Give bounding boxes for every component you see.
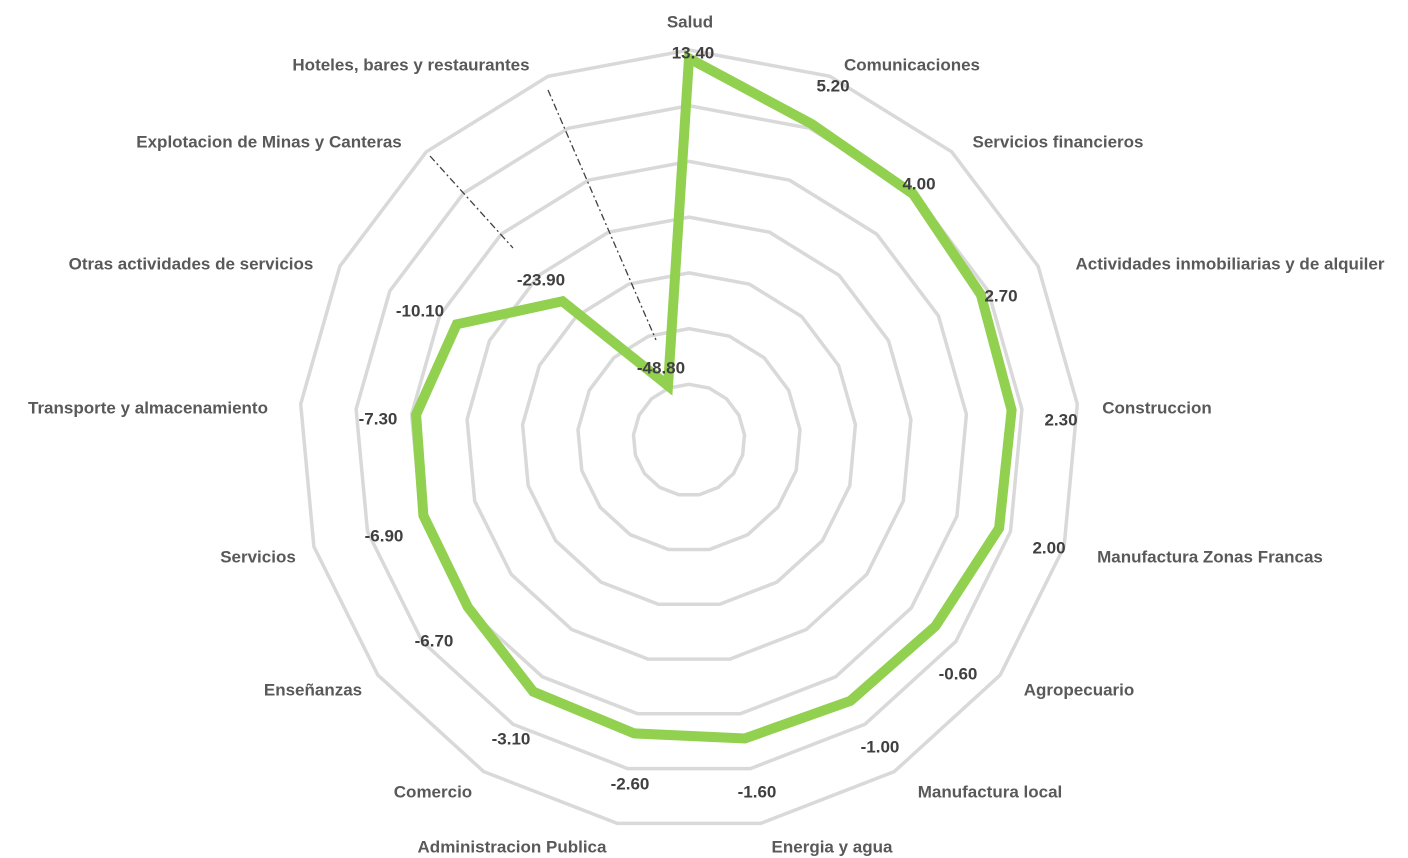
value-label: 2.00 bbox=[1032, 539, 1065, 558]
leader-line bbox=[547, 89, 657, 341]
grid-ring bbox=[409, 159, 969, 716]
category-label: Energia y agua bbox=[772, 838, 893, 857]
value-label: -3.10 bbox=[492, 730, 531, 749]
radar-grid bbox=[298, 48, 1080, 826]
category-label: Hoteles, bares y restaurantes bbox=[292, 56, 529, 75]
value-label: -10.10 bbox=[396, 302, 444, 321]
value-label: -48.80 bbox=[637, 359, 685, 378]
value-label: -23.90 bbox=[517, 271, 565, 290]
series-polygon bbox=[411, 50, 1017, 744]
category-label: Construccion bbox=[1102, 399, 1212, 418]
grid-ring bbox=[520, 271, 858, 607]
category-label: Comunicaciones bbox=[844, 56, 980, 75]
category-label: Manufactura Zonas Francas bbox=[1097, 548, 1323, 567]
value-label: 2.30 bbox=[1044, 411, 1077, 430]
category-label: Transporte y almacenamiento bbox=[28, 399, 268, 418]
category-label: Servicios financieros bbox=[972, 133, 1143, 152]
value-labels: 13.40 5.20 4.00 2.70 2.30 2.00 -0.60 -1.00 -1.60… bbox=[359, 44, 1078, 802]
value-label: -0.60 bbox=[939, 665, 978, 684]
category-label: Comercio bbox=[394, 783, 472, 802]
category-labels: Salud Comunicaciones Servicios financieros… bbox=[28, 13, 1385, 857]
value-label: 4.00 bbox=[902, 175, 935, 194]
value-label: -6.90 bbox=[365, 527, 404, 546]
grid-ring bbox=[465, 215, 913, 661]
category-label: Agropecuario bbox=[1024, 681, 1135, 700]
value-label: 2.70 bbox=[984, 287, 1017, 306]
category-label: Enseñanzas bbox=[264, 681, 362, 700]
grid-ring bbox=[298, 48, 1080, 826]
value-label: 5.20 bbox=[816, 77, 849, 96]
leader-line bbox=[429, 155, 514, 249]
value-label: -6.70 bbox=[415, 632, 454, 651]
category-label: Explotacion de Minas y Canteras bbox=[136, 133, 401, 152]
value-label: 13.40 bbox=[672, 44, 715, 63]
category-label: Manufactura local bbox=[918, 783, 1063, 802]
grid-ring bbox=[354, 103, 1024, 771]
grid-ring bbox=[576, 326, 802, 552]
category-label: Otras actividades de servicios bbox=[69, 255, 314, 274]
leader-lines bbox=[429, 89, 657, 341]
category-label: Administracion Publica bbox=[418, 838, 607, 857]
category-label: Salud bbox=[667, 13, 713, 32]
category-label: Servicios bbox=[220, 548, 296, 567]
value-label: -7.30 bbox=[359, 410, 398, 429]
category-label: Actividades inmobiliarias y de alquiler bbox=[1076, 255, 1385, 274]
value-label: -1.00 bbox=[861, 738, 900, 757]
value-label: -1.60 bbox=[738, 783, 777, 802]
grid-ring bbox=[631, 382, 747, 497]
value-label: -2.60 bbox=[611, 775, 650, 794]
